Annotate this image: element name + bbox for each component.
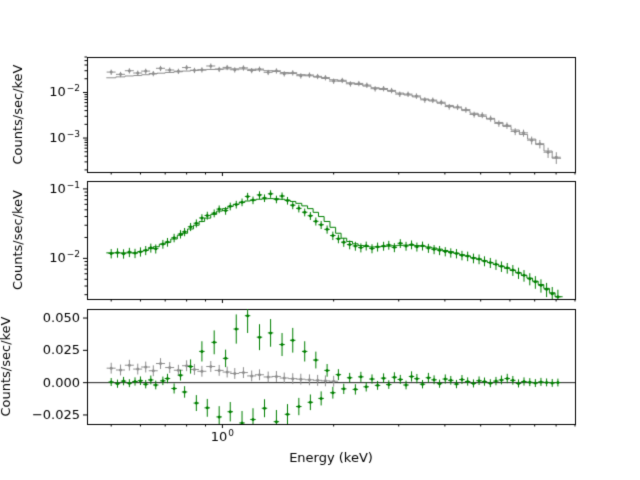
spectra-canvas	[0, 0, 640, 480]
spectra-figure	[0, 0, 640, 480]
